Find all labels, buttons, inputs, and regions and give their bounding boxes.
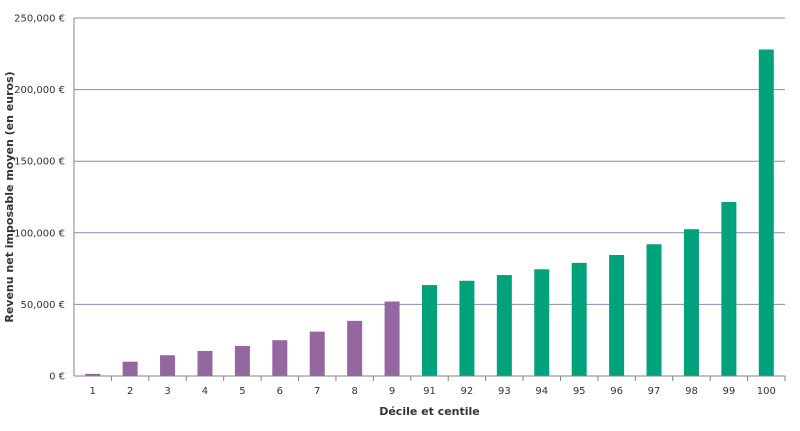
bar-100 (758, 49, 774, 377)
bar-97 (646, 244, 662, 376)
x-tick-label: 8 (351, 386, 357, 397)
y-tick-label: 150,000 € (14, 157, 65, 168)
x-axis-tick-labels: 1 2 3 4 5 6 7 8 9 91 92 93 94 95 96 97 98 99 100 (90, 376, 786, 397)
x-tick-label: 95 (573, 386, 586, 397)
x-tick-label: 98 (685, 386, 698, 397)
x-tick-label: 92 (461, 386, 474, 397)
x-tick-label: 5 (239, 386, 245, 397)
bar-95 (571, 262, 587, 376)
bar-2 (122, 361, 138, 376)
y-tick-label: 200,000 € (14, 85, 65, 96)
x-tick-label: 91 (423, 386, 436, 397)
x-axis-title: Décile et centile (379, 405, 480, 418)
bar-98 (683, 229, 699, 376)
x-tick-label: 6 (277, 386, 283, 397)
x-tick-label: 99 (723, 386, 736, 397)
bar-3 (160, 355, 176, 376)
y-axis-title: Revenu net imposable moyen (en euros) (3, 71, 16, 322)
x-tick-label: 9 (389, 386, 395, 397)
x-tick-label: 2 (127, 386, 133, 397)
bar-99 (721, 202, 737, 376)
y-axis-tick-labels: 0 € 50,000 € 100,000 € 150,000 € 200,000 € 25… (14, 14, 65, 383)
bar-4 (197, 350, 213, 376)
bar-94 (534, 269, 550, 376)
bar-7 (309, 331, 325, 376)
bar-9 (384, 301, 400, 376)
bar-5 (234, 345, 250, 376)
x-tick-label: 97 (648, 386, 661, 397)
y-tick-label: 0 € (49, 372, 65, 383)
y-tick-label: 50,000 € (20, 300, 65, 311)
bar-6 (272, 340, 288, 376)
x-tick-label: 96 (610, 386, 623, 397)
x-tick-label: 1 (90, 386, 96, 397)
bar-91 (422, 285, 437, 376)
x-tick-label: 4 (202, 386, 208, 397)
x-tick-label: 93 (498, 386, 511, 397)
bar-8 (347, 320, 363, 376)
x-tick-label: 100 (757, 386, 776, 397)
y-tick-label: 100,000 € (14, 228, 65, 239)
bar-92 (459, 280, 475, 376)
y-tick-label: 250,000 € (14, 14, 65, 25)
bar-96 (609, 254, 625, 376)
bars (85, 49, 774, 377)
x-tick-label: 3 (164, 386, 170, 397)
gridlines (74, 17, 785, 305)
x-tick-label: 7 (314, 386, 320, 397)
bar-1 (85, 373, 101, 376)
bar-93 (496, 275, 512, 376)
x-tick-label: 94 (535, 386, 548, 397)
